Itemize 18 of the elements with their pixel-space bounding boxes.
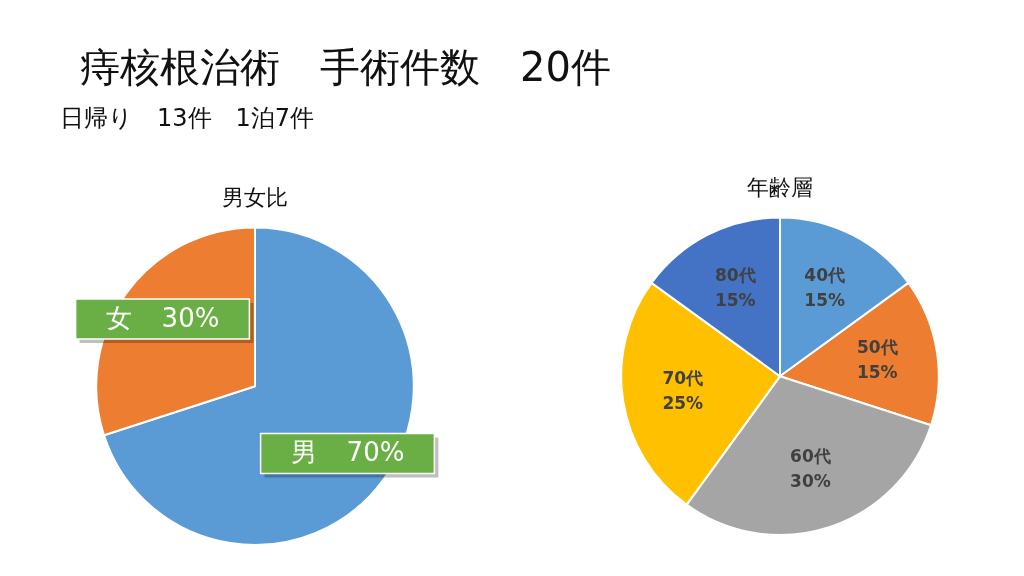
slice-label: 50代 bbox=[856, 337, 898, 358]
slice-label: 60代 bbox=[790, 446, 831, 467]
data-label: 15% bbox=[856, 362, 898, 383]
slice-label: 80代 bbox=[714, 264, 756, 285]
chart-title: 男女比 bbox=[222, 184, 288, 210]
data-label: 15% bbox=[804, 289, 846, 310]
text: 日帰り 13件 1泊7件 bbox=[60, 103, 315, 134]
slice-label: 男 bbox=[290, 437, 317, 468]
data-label: 25% bbox=[662, 393, 704, 414]
chart-title: 年齢層 bbox=[747, 174, 813, 200]
text: 痔核根治術 手術件数 20件 bbox=[80, 43, 611, 92]
slice-label: 40代 bbox=[804, 264, 846, 285]
slice-label: 女 bbox=[105, 302, 132, 333]
data-label: 70% bbox=[346, 437, 405, 468]
slice-label: 70代 bbox=[662, 368, 704, 389]
data-label: 15% bbox=[714, 289, 756, 310]
data-label: 30% bbox=[790, 471, 831, 492]
data-label: 30% bbox=[161, 302, 220, 333]
